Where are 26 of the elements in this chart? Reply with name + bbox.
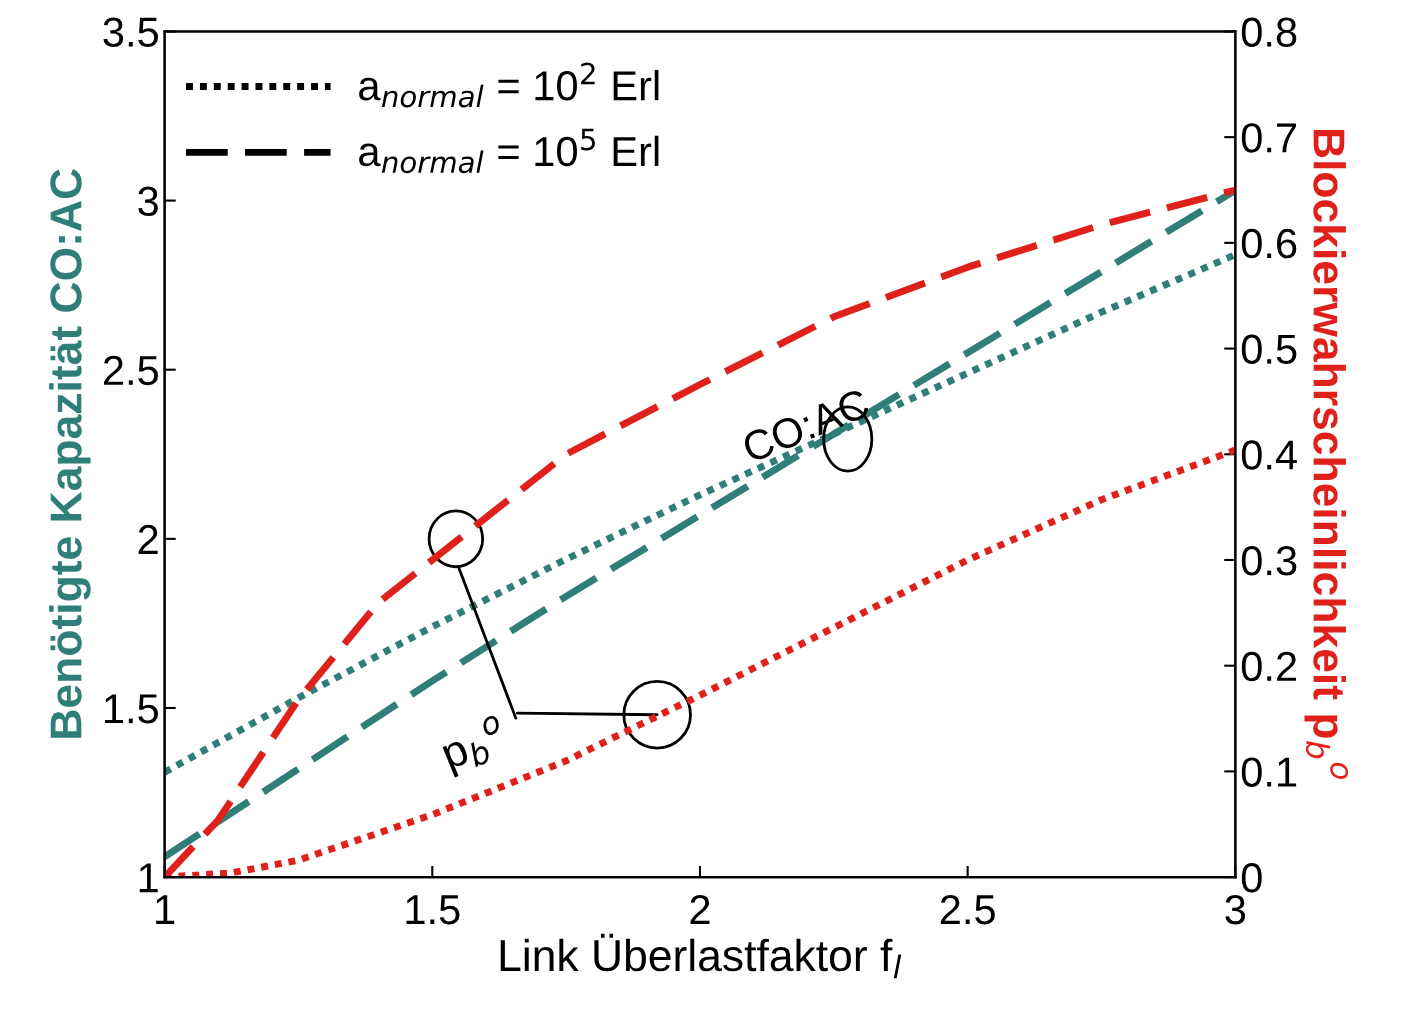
y2-tick-label: 0.8 — [1241, 17, 1297, 47]
y2-tick-label: 0.2 — [1241, 651, 1297, 682]
y-tick-label: 2 — [138, 524, 158, 554]
y2-tick-label: 0 — [1241, 863, 1262, 893]
y-tick-label: 3 — [138, 186, 158, 217]
annotation: a$_{normal}$ = 10$^{2}$ Erl — [359, 62, 659, 108]
annotation: CO:AC — [740, 387, 871, 464]
annotation: p$_{b}$$^{o}$ — [438, 714, 512, 778]
x-tick-label: 1.5 — [406, 895, 460, 925]
annotation: a$_{normal}$ = 10$^{5}$ Erl — [359, 128, 659, 174]
y-axis-title: Benötigte Kapazität CO:AC — [49, 169, 91, 738]
y-tick-label: 2.5 — [103, 355, 159, 386]
y2-axis-title: Blockierwahrscheinlichkeit p$_{b}$$^{o}$ — [1304, 129, 1349, 779]
y2-tick-label: 0.7 — [1241, 123, 1297, 153]
x-tick-label: 2.5 — [940, 894, 995, 925]
y-tick-label: 1.5 — [105, 694, 159, 724]
y2-tick-label: 0.4 — [1241, 440, 1297, 470]
y2-tick-label: 0.3 — [1241, 545, 1297, 576]
y-tick-label: 1 — [139, 863, 158, 893]
x-tick-label: 2 — [690, 894, 710, 924]
x-tick-label: 3 — [1225, 894, 1246, 925]
y2-tick-label: 0.5 — [1241, 334, 1297, 365]
x-axis-title: Link Überlastfaktor f$_{l}$ — [500, 933, 902, 979]
y2-tick-label: 0.1 — [1241, 757, 1297, 787]
y2-tick-label: 0.6 — [1241, 228, 1297, 259]
y-tick-label: 3.5 — [103, 17, 159, 47]
